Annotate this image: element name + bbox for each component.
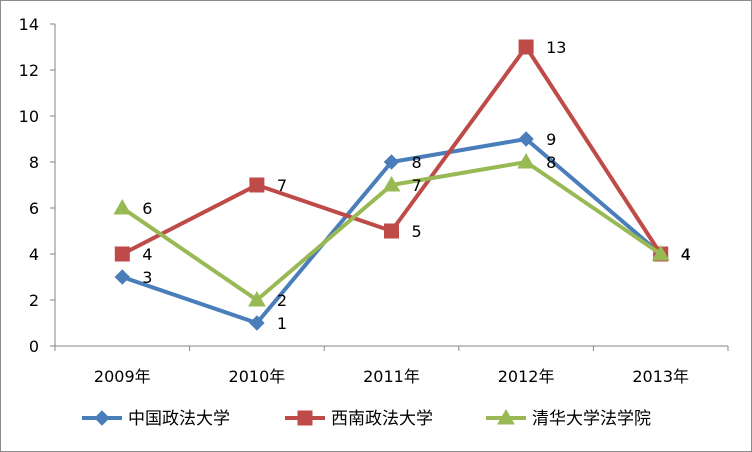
data-label: 4 xyxy=(681,245,691,264)
data-label: 4 xyxy=(681,245,691,264)
data-point xyxy=(651,244,670,261)
data-label: 7 xyxy=(277,176,287,195)
x-tick-label: 2012年 xyxy=(498,367,555,386)
x-tick-label: 2009年 xyxy=(94,367,151,386)
series-layer xyxy=(113,39,670,331)
data-label: 9 xyxy=(546,130,556,149)
y-tick-label: 12 xyxy=(19,61,39,80)
legend-label: 清华大学法学院 xyxy=(532,409,651,429)
data-point xyxy=(383,154,400,170)
y-tick-label: 2 xyxy=(29,291,39,310)
data-point xyxy=(382,175,401,192)
data-label: 5 xyxy=(412,222,422,241)
data-point xyxy=(518,131,534,147)
y-tick-label: 14 xyxy=(19,15,39,34)
data-point xyxy=(113,198,132,215)
data-point xyxy=(517,152,535,169)
x-tick-label: 2010年 xyxy=(229,367,286,386)
data-point xyxy=(249,177,265,193)
data-label: 13 xyxy=(546,38,566,57)
data-label: 4 xyxy=(681,245,691,264)
data-label: 4 xyxy=(142,245,152,264)
data-point xyxy=(114,269,131,285)
data-label: 7 xyxy=(412,176,422,195)
data-point xyxy=(249,315,265,331)
data-label: 8 xyxy=(412,153,422,172)
data-point xyxy=(384,223,399,239)
y-tick-label: 10 xyxy=(19,107,39,126)
y-tick-label: 8 xyxy=(29,153,39,172)
series-line xyxy=(120,45,663,256)
y-tick-label: 6 xyxy=(29,199,39,218)
series-1 xyxy=(114,131,669,331)
legend-label: 中国政法大学 xyxy=(128,409,230,429)
data-label: 1 xyxy=(277,314,287,333)
y-tick-label: 4 xyxy=(29,245,39,264)
data-point xyxy=(518,39,534,55)
series-3 xyxy=(113,152,670,307)
data-label: 3 xyxy=(142,268,152,287)
legend-swatch-marker xyxy=(297,410,313,426)
legend-item: 西南政法大学 xyxy=(285,409,433,429)
series-2 xyxy=(114,39,669,262)
legend: 中国政法大学 西南政法大学 清华大学法学院 xyxy=(82,408,651,429)
legend-item: 中国政法大学 xyxy=(82,409,230,429)
data-point xyxy=(114,246,130,262)
x-tick-label: 2011年 xyxy=(363,367,420,386)
data-point xyxy=(248,290,266,307)
legend-label: 西南政法大学 xyxy=(331,409,433,429)
data-label: 6 xyxy=(142,199,152,218)
legend-swatch-marker xyxy=(94,410,110,426)
data-label: 2 xyxy=(277,291,287,310)
data-label: 8 xyxy=(546,153,556,172)
legend-item: 清华大学法学院 xyxy=(486,408,651,429)
y-tick-label: 0 xyxy=(29,337,39,356)
x-tick-label: 2013年 xyxy=(632,367,689,386)
legend-swatch-marker xyxy=(497,408,515,425)
